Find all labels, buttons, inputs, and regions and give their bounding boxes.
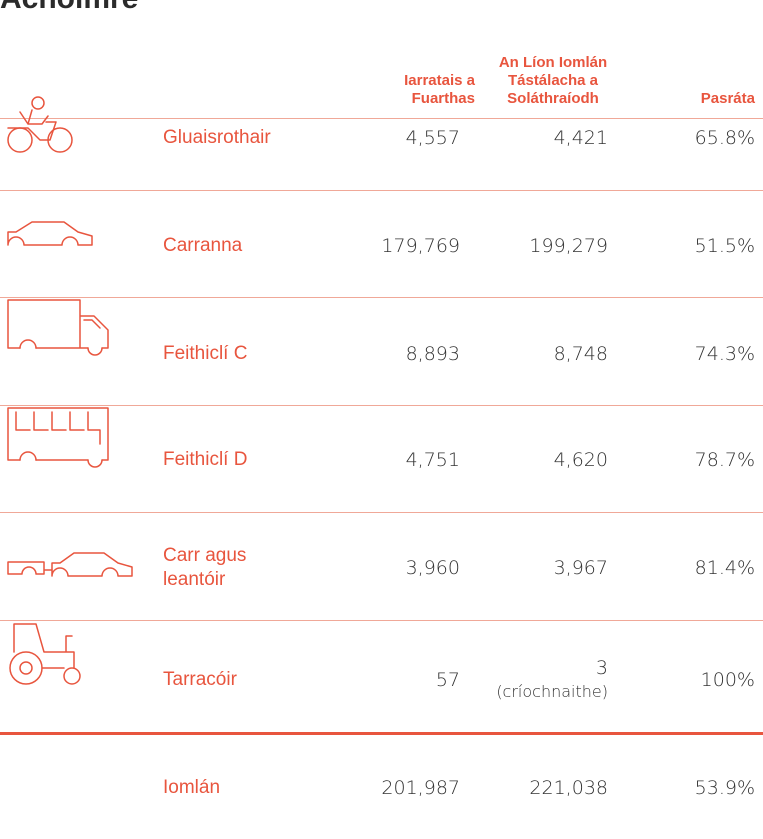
pass-rate: 100% (700, 669, 755, 691)
truck-icon (7, 299, 109, 356)
pass-rate: 81.4% (694, 557, 755, 579)
divider (0, 405, 763, 406)
tractor-icon (9, 623, 81, 685)
pass-rate: 78.7% (694, 449, 755, 471)
received-value: 4,557 (405, 127, 460, 149)
tests-cell: 3 (críochnaithe) (496, 656, 608, 704)
pass-rate: 65.8% (694, 127, 755, 149)
tests-value: 199,279 (529, 235, 608, 257)
divider (0, 512, 763, 513)
received-value: 57 (435, 669, 460, 691)
pass-rate: 53.9% (694, 777, 755, 799)
tests-value: 3 (595, 657, 608, 679)
row-label: Gluaisrothair (163, 127, 271, 148)
column-header: Pasráta (700, 90, 755, 107)
divider (0, 732, 763, 735)
divider (0, 297, 763, 298)
received-value: 8,893 (405, 343, 460, 365)
tests-value: 4,620 (553, 449, 608, 471)
row-label: Feithiclí C (163, 343, 248, 364)
car-trailer-icon (7, 552, 133, 577)
pass-rate: 74.3% (694, 343, 755, 365)
car-icon (7, 221, 93, 246)
divider (0, 190, 763, 191)
received-value: 179,769 (381, 235, 460, 257)
received-value: 201,987 (381, 777, 460, 799)
divider (0, 118, 763, 119)
tests-value: 3,967 (553, 557, 608, 579)
bus-icon (7, 407, 109, 468)
title: Achoimre (0, 0, 138, 16)
received-value: 3,960 (405, 557, 460, 579)
column-header: An Líon Iomlán Tástálacha a Soláthraíodh (498, 54, 608, 107)
tests-note: (críochnaithe) (496, 682, 608, 701)
tests-value: 221,038 (529, 777, 608, 799)
motorcycle-icon (7, 96, 73, 153)
row-label: Feithiclí D (163, 449, 248, 470)
divider (0, 620, 763, 621)
tests-value: 8,748 (553, 343, 608, 365)
pass-rate: 51.5% (694, 235, 755, 257)
column-header: Iarratais a Fuarthas (404, 72, 475, 107)
row-label: Tarracóir (163, 669, 237, 690)
row-label: Iomlán (163, 777, 221, 798)
tests-value: 4,421 (553, 127, 608, 149)
row-label: Carr agus leantóir (163, 545, 247, 590)
row-label: Carranna (163, 235, 243, 256)
received-value: 4,751 (405, 449, 460, 471)
